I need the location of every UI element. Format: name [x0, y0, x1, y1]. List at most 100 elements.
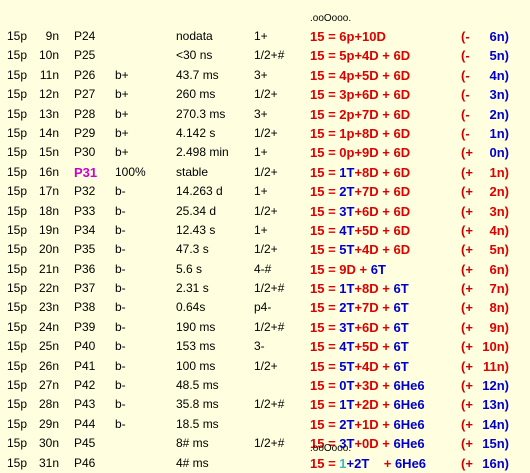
- equation-cell: 15 = 3T+6D + 6D: [310, 202, 410, 221]
- sign-cell: (+: [461, 281, 473, 297]
- sign-cell: (-: [461, 125, 470, 141]
- equation-part: 15 = 1p+8D + 6D: [310, 125, 411, 141]
- equation-part: 2T: [339, 416, 355, 432]
- sign-cell: (-: [461, 67, 470, 83]
- equation-part: 6He6: [393, 378, 425, 394]
- equation-part: 2T: [339, 184, 355, 200]
- decay-cell: b-: [115, 281, 126, 296]
- equation-part: 15 =: [310, 281, 340, 297]
- halflife-cell: stable: [176, 164, 209, 179]
- table-row: 15p 14n P29 b+ 4.142 s 1/2+ 15 = 1p+8D + 6D (- 1…: [0, 124, 530, 143]
- neutron-delta-cell: 5n): [489, 48, 510, 64]
- protons-cell: 15p: [7, 106, 28, 121]
- equation-cell: 15 = 4T+5D + 6T: [310, 337, 409, 356]
- decay-cell: b-: [115, 203, 126, 218]
- isotope-cell: P39: [74, 319, 96, 334]
- equation-part: 6T: [393, 339, 409, 355]
- isotope-table: 15p 9n P24 nodata 1+ 15 = 6p+10D (- 6n) 15p 10n P2…: [0, 27, 530, 473]
- neutrons-cell: 9n: [45, 29, 59, 43]
- protons-cell: 15p: [7, 416, 28, 431]
- protons-cell: 15p: [7, 319, 28, 334]
- sign-cell: (+: [461, 261, 473, 277]
- equation-cell: 15 = 1T+8D + 6T: [310, 279, 409, 298]
- equation-part: 15 =: [310, 378, 340, 394]
- equation-part: +3D +: [354, 378, 394, 394]
- spin-cell: 1+: [254, 184, 268, 199]
- equation-part: +1D +: [354, 416, 394, 432]
- equation-part: 6He6: [393, 436, 425, 452]
- neutron-delta-cell: 8n): [489, 300, 510, 316]
- isotope-cell: P27: [74, 87, 96, 102]
- protons-cell: 15p: [7, 203, 28, 218]
- protons-cell: 15p: [7, 164, 28, 179]
- protons-cell: 15p: [7, 145, 28, 160]
- halflife-cell: <30 ns: [176, 48, 213, 63]
- neutron-delta-cell: 3n): [489, 87, 510, 103]
- table-row: 15p 17n P32 b- 14.263 d 1+ 15 = 2T+7D + 6D (+ 2n…: [0, 182, 530, 201]
- equation-cell: 15 = 2T+7D + 6T: [310, 298, 409, 317]
- equation-part: +7D + 6D: [354, 184, 411, 200]
- equation-part: 3T: [339, 203, 355, 219]
- table-row: 15p 27n P42 b- 48.5 ms 15 = 0T+3D + 6He6 (+ 12n…: [0, 376, 530, 395]
- halflife-cell: 47.3 s: [176, 242, 209, 257]
- halflife-cell: 12.43 s: [176, 222, 216, 237]
- neutrons-cell: 17n: [38, 184, 59, 199]
- halflife-cell: 153 ms: [176, 339, 216, 354]
- equation-part: 15 = 0p+9D + 6D: [310, 145, 411, 161]
- equation-part: 3T: [339, 436, 355, 452]
- equation-cell: 15 = 1T+8D + 6D: [310, 163, 410, 182]
- equation-part: 15 = 4p+5D + 6D: [310, 67, 411, 83]
- table-row: 15p 18n P33 b- 25.34 d 1/2+ 15 = 3T+6D + 6D (+ 3…: [0, 202, 530, 221]
- halflife-cell: 100 ms: [176, 358, 216, 373]
- protons-cell: 15p: [7, 48, 28, 63]
- equation-part: 15 =: [310, 397, 340, 413]
- neutron-delta-cell: 2n): [489, 106, 510, 122]
- sign-cell: (-: [461, 48, 470, 64]
- sign-cell: (-: [461, 29, 470, 44]
- spin-cell: 1+: [254, 29, 268, 43]
- neutron-delta-cell: 6n): [489, 29, 510, 44]
- decay-cell: b+: [115, 106, 129, 121]
- neutron-delta-cell: 6n): [489, 261, 510, 277]
- isotope-cell: P40: [74, 339, 96, 354]
- halflife-cell: 43.7 ms: [176, 67, 219, 82]
- sign-cell: (+: [461, 164, 473, 180]
- equation-part: 15 =: [310, 455, 340, 471]
- protons-cell: 15p: [7, 455, 28, 470]
- neutrons-cell: 30n: [38, 436, 59, 451]
- table-row: 15p 16n P31 100% stable 1/2+ 15 = 1T+8D + 6D (+…: [0, 163, 530, 182]
- halflife-cell: 0.64s: [176, 300, 206, 315]
- decay-cell: b-: [115, 242, 126, 257]
- spin-cell: 1+: [254, 222, 268, 237]
- isotope-cell: P37: [74, 281, 96, 296]
- neutrons-cell: 16n: [38, 164, 59, 179]
- neutrons-cell: 12n: [38, 87, 59, 102]
- isotope-cell: P26: [74, 67, 96, 82]
- equation-part: 6T: [393, 319, 409, 335]
- neutron-delta-cell: 5n): [489, 242, 510, 258]
- equation-part: 15 =: [310, 358, 340, 374]
- equation-cell: 15 = 3p+6D + 6D: [310, 85, 410, 104]
- equation-cell: 15 = 2T+1D + 6He6: [310, 415, 425, 434]
- sign-cell: (+: [461, 378, 473, 394]
- equation-part: +2T: [346, 455, 384, 471]
- equation-part: 3T: [339, 319, 355, 335]
- table-row: 15p 21n P36 b- 5.6 s 4-# 15 = 9D + 6T (+ 6n): [0, 260, 530, 279]
- equation-part: 15 =: [310, 319, 340, 335]
- equation-part: 4T: [339, 222, 355, 238]
- spin-cell: 3+: [254, 67, 268, 82]
- halflife-cell: 190 ms: [176, 319, 216, 334]
- isotope-cell: P32: [74, 184, 96, 199]
- table-row: 15p 9n P24 nodata 1+ 15 = 6p+10D (- 6n): [0, 27, 530, 46]
- protons-cell: 15p: [7, 29, 28, 43]
- halflife-cell: 270.3 ms: [176, 106, 226, 121]
- protons-cell: 15p: [7, 436, 28, 451]
- sign-cell: (+: [461, 416, 473, 432]
- halflife-cell: 48.5 ms: [176, 378, 219, 393]
- equation-cell: 15 = 6p+10D: [310, 27, 386, 46]
- spin-cell: 1/2+#: [254, 319, 285, 334]
- equation-part: 1T: [339, 281, 355, 297]
- spin-cell: 1/2+: [254, 203, 278, 218]
- equation-part: 1T: [339, 397, 355, 413]
- equation-cell: 15 = 1T+2D + 6He6: [310, 395, 425, 414]
